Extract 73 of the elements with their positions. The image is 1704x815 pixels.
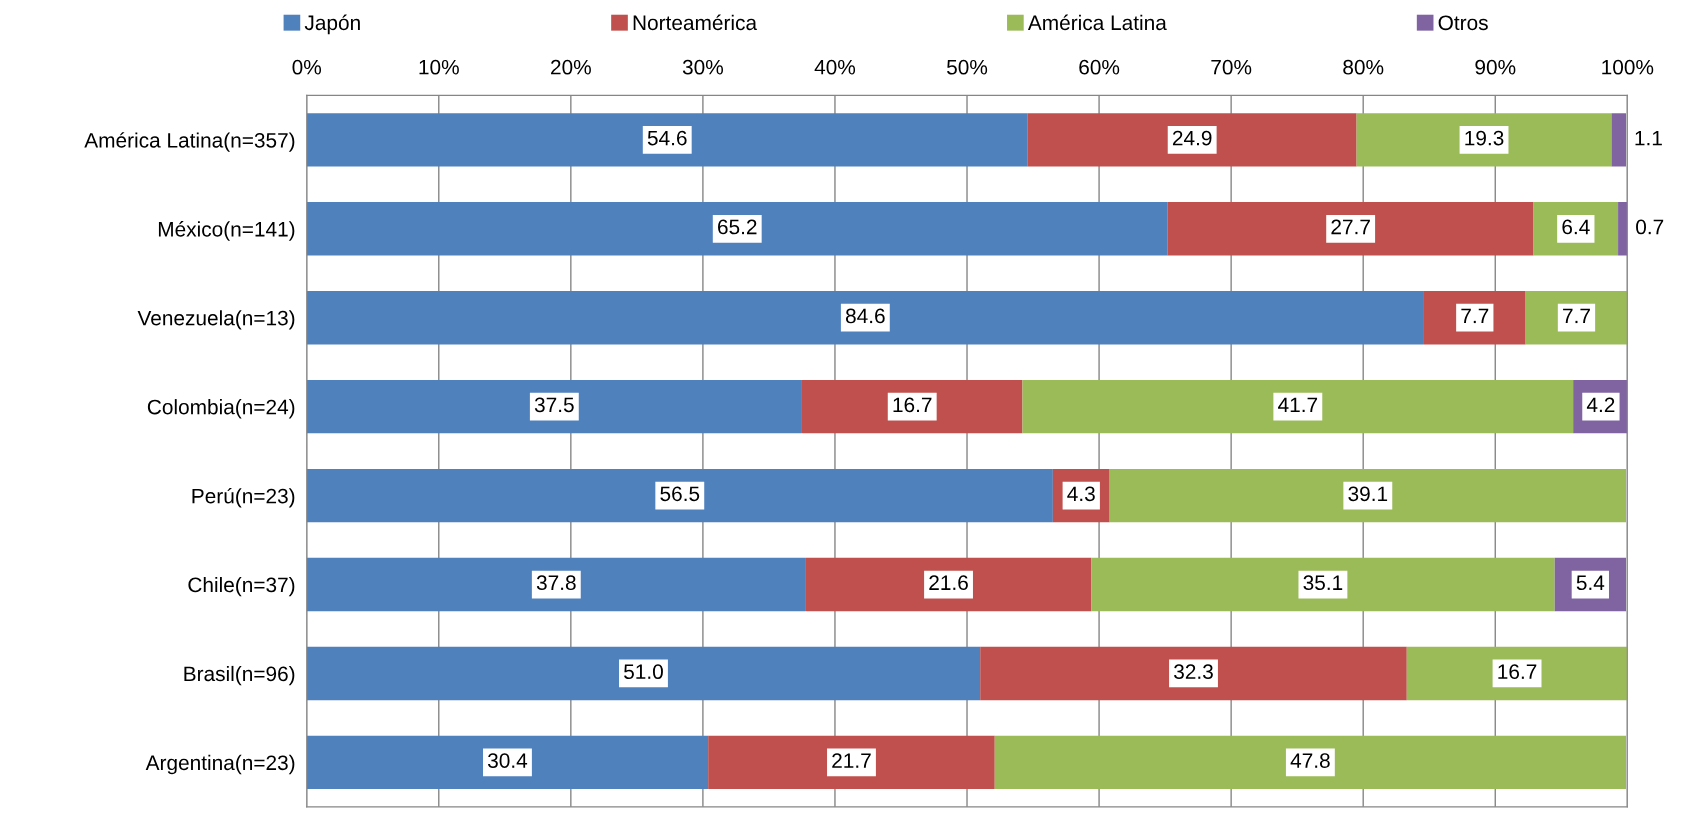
data-label: 24.9 <box>1172 130 1212 146</box>
bar <box>1091 557 1555 612</box>
bar <box>306 202 1168 256</box>
data-label: 30.4 <box>487 753 528 768</box>
data-label: 56.5 <box>660 486 700 502</box>
bar <box>708 735 995 790</box>
x-tick-label: 90% <box>1475 59 1516 75</box>
data-label: 21.7 <box>832 753 871 768</box>
data-label: 84.6 <box>845 308 885 324</box>
bar <box>805 557 1092 612</box>
x-tick-label: 40% <box>814 59 856 75</box>
y-tick-label: Brasil(n=96) <box>184 665 295 686</box>
bar <box>1109 468 1626 523</box>
bar <box>1027 113 1357 167</box>
y-tick-label: Venezuela(n=13) <box>137 310 295 330</box>
data-label: 4.2 <box>1586 397 1615 413</box>
data-label: 21.6 <box>929 575 968 591</box>
data-label: 32.3 <box>1174 664 1213 680</box>
bar <box>306 468 1053 523</box>
bar <box>1022 379 1574 434</box>
legend-label: Japón <box>304 14 360 35</box>
data-label: 47.8 <box>1290 753 1330 768</box>
data-label: 0.7 <box>1636 219 1664 235</box>
y-tick-label: América Latina(n=357) <box>84 132 295 152</box>
data-label: 41.7 <box>1278 397 1318 413</box>
bar <box>1406 646 1628 701</box>
x-tick-label: 20% <box>551 59 591 75</box>
data-label: 19.3 <box>1465 130 1504 146</box>
x-tick-label: 0% <box>292 59 322 75</box>
data-label: 5.4 <box>1576 575 1605 591</box>
bar <box>306 113 1028 167</box>
bar <box>306 646 981 701</box>
data-label: 16.7 <box>893 397 932 413</box>
bar <box>980 646 1407 701</box>
x-tick-label: 100% <box>1602 59 1654 75</box>
data-label: 6.4 <box>1562 219 1590 235</box>
x-tick-label: 70% <box>1211 59 1252 75</box>
x-tick-label: 60% <box>1079 59 1120 75</box>
x-tick-label: 80% <box>1343 59 1384 75</box>
bar <box>994 735 1626 790</box>
data-label: 51.0 <box>624 664 663 680</box>
bar <box>801 379 1023 434</box>
data-label: 27.7 <box>1331 219 1370 235</box>
data-label: 7.7 <box>1563 308 1590 324</box>
data-label: 54.6 <box>647 130 687 146</box>
bar <box>306 557 806 612</box>
legend-label: Norteamérica <box>633 14 758 31</box>
data-label: 35.1 <box>1303 575 1343 591</box>
bar <box>1618 202 1628 256</box>
y-tick-label: México(n=141) <box>158 221 295 241</box>
data-label: 37.5 <box>534 397 574 413</box>
y-tick-label: Colombia(n=24) <box>147 399 295 419</box>
legend-label: Otros <box>1438 15 1488 31</box>
data-label: 16.7 <box>1498 664 1537 680</box>
data-label: 7.7 <box>1461 308 1489 324</box>
data-label: 65.2 <box>718 219 757 235</box>
y-tick-label: Perú(n=23) <box>192 487 295 508</box>
data-label: 1.1 <box>1635 130 1662 146</box>
data-label: 39.1 <box>1348 486 1388 502</box>
x-tick-label: 50% <box>947 59 988 75</box>
bar <box>306 735 709 790</box>
x-tick-label: 10% <box>419 59 459 75</box>
bar <box>306 291 1424 345</box>
bar <box>1167 202 1534 256</box>
bar <box>1611 113 1626 167</box>
x-tick-label: 30% <box>682 59 724 75</box>
data-label: 4.3 <box>1067 486 1095 502</box>
y-tick-label: Argentina(n=23) <box>145 754 295 775</box>
bar <box>1356 113 1612 167</box>
data-label: 37.8 <box>536 575 576 591</box>
bar <box>306 379 802 434</box>
legend-label: América Latina <box>1027 14 1167 31</box>
y-tick-label: Chile(n=37) <box>188 576 295 597</box>
